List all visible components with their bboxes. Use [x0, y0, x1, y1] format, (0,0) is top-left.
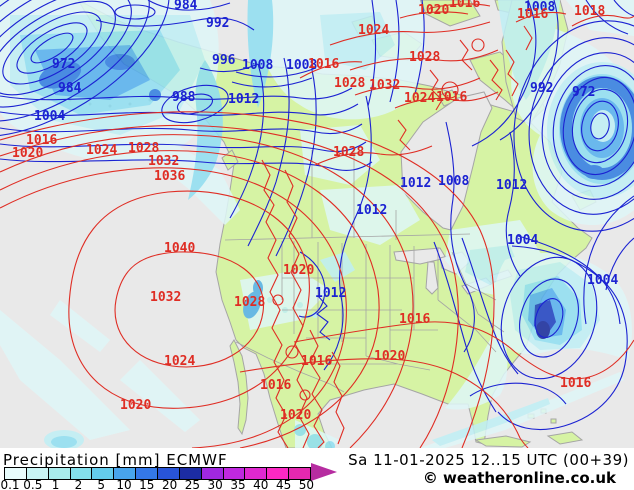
pressure-label: 1008: [286, 58, 317, 73]
scale-tick-label: 15: [139, 478, 155, 490]
precipitation-scale: [4, 467, 311, 480]
scale-tick-label: 0.1: [0, 478, 20, 490]
pressure-label: 1004: [34, 109, 65, 124]
scale-cell: [178, 468, 201, 479]
scale-tick-label: 45: [275, 478, 292, 490]
forecast-datetime: Sa 11-01-2025 12..15 UTC (00+39): [348, 451, 629, 469]
scale-tick-label: 25: [184, 478, 201, 490]
scale-tick-label: 10: [116, 478, 132, 490]
pressure-label: 988: [172, 90, 196, 105]
pressure-label: 1020: [374, 349, 405, 364]
pressure-label: 972: [572, 85, 595, 100]
scale-tick-label: 0.5: [23, 478, 43, 490]
scale-cell: [47, 468, 70, 479]
pressure-label: 1028: [128, 141, 159, 156]
scale-cell: [91, 468, 114, 479]
scale-tick-label: 40: [253, 478, 269, 490]
pressure-label: 1024: [86, 143, 117, 158]
pressure-label: 1032: [369, 78, 400, 93]
scale-cell: [69, 468, 92, 479]
pressure-label: 1016: [26, 133, 57, 148]
pressure-label: 1016: [308, 57, 339, 72]
pressure-label: 1018: [574, 4, 605, 19]
scale-tick-label: 50: [298, 478, 315, 490]
pressure-label: 984: [174, 0, 198, 13]
pressure-label: 1016: [560, 376, 591, 391]
pressure-label: 1024: [358, 23, 389, 38]
pressure-label: 1028: [234, 295, 265, 310]
pressure-label: 1020: [418, 3, 449, 18]
scale-tick-label: 20: [161, 478, 178, 490]
pressure-label: 1016: [301, 354, 332, 369]
pressure-label: 1028: [334, 76, 365, 91]
scale-arrow-icon: [311, 463, 337, 481]
scale-cell: [135, 468, 158, 479]
scale-tick-label: 35: [230, 478, 246, 490]
scale-tick-label: 30: [207, 478, 223, 490]
legend-bar: Precipitation [mm] ECMWF Sa 11-01-2025 1…: [0, 448, 634, 490]
pressure-label: 996: [212, 53, 236, 68]
pressure-label: 1032: [150, 290, 181, 305]
pressure-label: 1012: [356, 203, 387, 218]
pressure-label: 972: [52, 57, 75, 72]
scale-cell: [157, 468, 179, 479]
pressure-label: 1012: [496, 178, 527, 193]
pressure-label: 1020: [280, 408, 311, 423]
pressure-label: 992: [530, 81, 553, 96]
pressure-label: 992: [206, 16, 229, 31]
pressure-label: 1008: [524, 0, 555, 15]
pressure-label: 1028: [333, 145, 364, 160]
precipitation-overlay: [0, 0, 634, 448]
pressure-label: 1024: [404, 91, 435, 106]
pressure-label: 1036: [154, 169, 185, 184]
pressure-label: 1016: [436, 90, 467, 105]
pressure-label: 1012: [400, 176, 431, 191]
isobars-blue: [0, 0, 634, 431]
scale-tick-label: 5: [97, 478, 105, 490]
weather-map: 972 984 1004 988 1012 984 992 996 1008 1008 1012 10…: [0, 0, 634, 448]
pressure-label: 1016: [399, 312, 430, 327]
pressure-label: 1032: [148, 154, 179, 169]
pressure-label: 984: [58, 81, 82, 96]
pressure-label: 1020: [283, 263, 314, 278]
pressure-label: 1016: [260, 378, 291, 393]
legend-title: Precipitation [mm] ECMWF: [3, 451, 228, 469]
pressure-label: 1012: [228, 92, 259, 107]
pressure-label: 1028: [409, 50, 440, 65]
pressure-label: 1004: [507, 233, 538, 248]
pressure-label: 1040: [164, 241, 195, 256]
scale-cell: [200, 468, 223, 479]
scale-cell: [244, 468, 267, 479]
pressure-label: 1020: [120, 398, 151, 413]
pressure-label: 1012: [315, 286, 346, 301]
copyright-label: © weatheronline.co.uk: [422, 469, 616, 487]
isobars-red: [0, 3, 634, 448]
lake-michigan: [425, 261, 439, 295]
pressure-label: 1024: [164, 354, 195, 369]
scale-cell: [222, 468, 245, 479]
scale-cell: [113, 468, 136, 479]
scale-tick-label: 1: [51, 478, 60, 490]
pressure-label: 1008: [242, 58, 273, 73]
scale-tick-label: 2: [74, 478, 83, 490]
pressure-label: 1020: [12, 146, 43, 161]
scale-cell: [25, 468, 48, 479]
pressure-label: 1016: [517, 7, 548, 22]
scale-cell: [266, 468, 289, 479]
pressure-label: 1016: [449, 0, 480, 11]
pressure-label: 1004: [587, 273, 618, 288]
scale-cell: [5, 468, 26, 479]
scale-tick-labels: 0.1 0.5 1 2 5 10 15 20 25 30 35 40 45 50: [0, 478, 634, 490]
scale-cell: [288, 468, 311, 479]
pressure-label: 1008: [438, 174, 469, 189]
